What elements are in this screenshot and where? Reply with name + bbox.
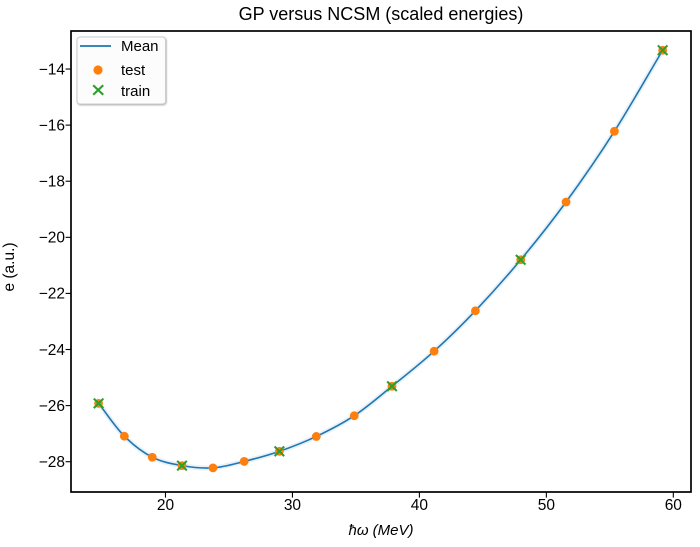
svg-text:−20: −20 [39, 230, 66, 247]
svg-text:−26: −26 [39, 398, 65, 415]
svg-text:GP versus NCSM (scaled energie: GP versus NCSM (scaled energies) [239, 4, 524, 24]
svg-text:50: 50 [538, 497, 556, 514]
svg-text:Mean: Mean [121, 38, 159, 55]
svg-text:−22: −22 [39, 286, 65, 303]
svg-text:test: test [121, 62, 146, 79]
svg-text:40: 40 [411, 497, 429, 514]
svg-text:−24: −24 [39, 342, 66, 359]
svg-text:−14: −14 [39, 61, 66, 78]
svg-text:−18: −18 [39, 174, 65, 191]
svg-text:−28: −28 [39, 454, 65, 471]
svg-text:−16: −16 [39, 117, 65, 134]
svg-text:60: 60 [665, 497, 683, 514]
svg-text:20: 20 [157, 497, 175, 514]
svg-text:30: 30 [284, 497, 302, 514]
svg-text:train: train [121, 83, 150, 100]
svg-text:e (a.u.): e (a.u.) [1, 242, 18, 291]
svg-text:ħω (MeV): ħω (MeV) [348, 522, 413, 539]
